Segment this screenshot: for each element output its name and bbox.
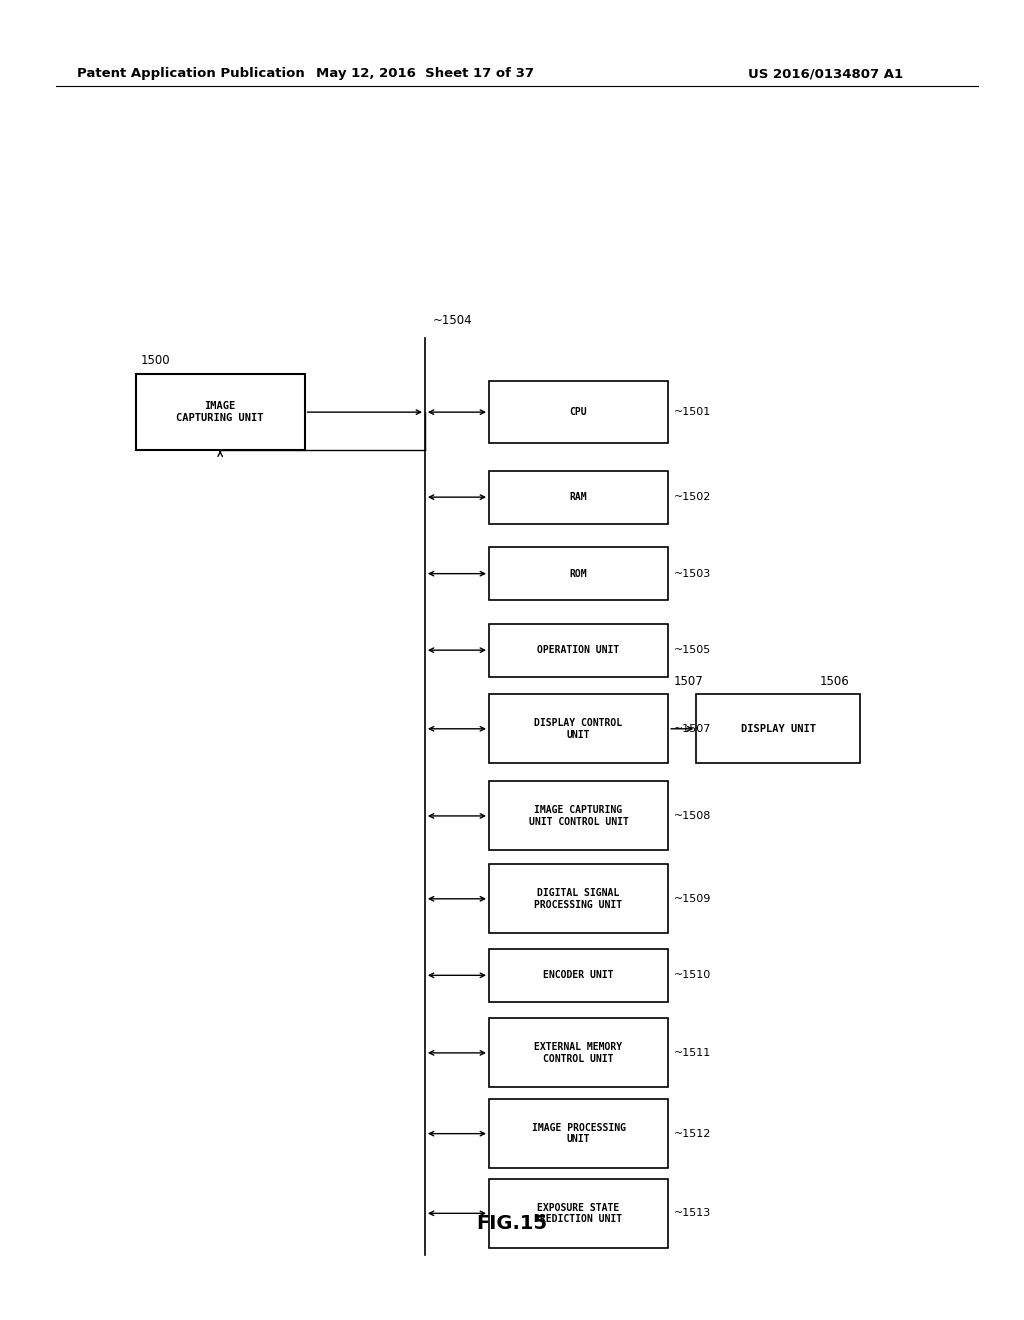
Text: OPERATION UNIT: OPERATION UNIT	[538, 645, 620, 655]
Text: DIGITAL SIGNAL
PROCESSING UNIT: DIGITAL SIGNAL PROCESSING UNIT	[535, 888, 623, 909]
Text: ~1511: ~1511	[674, 1048, 712, 1057]
Text: May 12, 2016  Sheet 17 of 37: May 12, 2016 Sheet 17 of 37	[316, 67, 534, 81]
Text: ~1507: ~1507	[674, 723, 712, 734]
Text: 1506: 1506	[820, 675, 850, 688]
Text: 1507: 1507	[674, 675, 703, 688]
Text: DISPLAY UNIT: DISPLAY UNIT	[740, 723, 816, 734]
FancyBboxPatch shape	[488, 949, 668, 1002]
Text: 1500: 1500	[141, 354, 170, 367]
Text: FIG.15: FIG.15	[476, 1214, 548, 1233]
Text: EXPOSURE STATE
PREDICTION UNIT: EXPOSURE STATE PREDICTION UNIT	[535, 1203, 623, 1224]
Text: ~1502: ~1502	[674, 492, 712, 502]
Text: IMAGE PROCESSING
UNIT: IMAGE PROCESSING UNIT	[531, 1123, 626, 1144]
Text: ~1509: ~1509	[674, 894, 712, 904]
FancyBboxPatch shape	[488, 381, 668, 444]
Text: ~1503: ~1503	[674, 569, 712, 578]
Text: CPU: CPU	[569, 407, 588, 417]
Text: ENCODER UNIT: ENCODER UNIT	[544, 970, 613, 981]
FancyBboxPatch shape	[135, 374, 305, 450]
Text: ~1510: ~1510	[674, 970, 712, 981]
FancyBboxPatch shape	[696, 694, 860, 763]
Text: RAM: RAM	[569, 492, 588, 502]
Text: ~1504: ~1504	[433, 314, 473, 327]
FancyBboxPatch shape	[488, 546, 668, 601]
FancyBboxPatch shape	[488, 1179, 668, 1247]
FancyBboxPatch shape	[488, 1018, 668, 1088]
FancyBboxPatch shape	[488, 470, 668, 524]
FancyBboxPatch shape	[488, 865, 668, 933]
Text: IMAGE CAPTURING
UNIT CONTROL UNIT: IMAGE CAPTURING UNIT CONTROL UNIT	[528, 805, 629, 826]
Text: Patent Application Publication: Patent Application Publication	[77, 67, 304, 81]
FancyBboxPatch shape	[488, 694, 668, 763]
Text: US 2016/0134807 A1: US 2016/0134807 A1	[748, 67, 902, 81]
Text: DISPLAY CONTROL
UNIT: DISPLAY CONTROL UNIT	[535, 718, 623, 739]
FancyBboxPatch shape	[488, 781, 668, 850]
Text: ROM: ROM	[569, 569, 588, 578]
Text: ~1508: ~1508	[674, 810, 712, 821]
FancyBboxPatch shape	[488, 1100, 668, 1168]
FancyBboxPatch shape	[488, 623, 668, 677]
Text: EXTERNAL MEMORY
CONTROL UNIT: EXTERNAL MEMORY CONTROL UNIT	[535, 1041, 623, 1064]
Text: ~1501: ~1501	[674, 407, 712, 417]
Text: ~1513: ~1513	[674, 1208, 712, 1218]
Text: IMAGE
CAPTURING UNIT: IMAGE CAPTURING UNIT	[176, 401, 264, 422]
Text: ~1505: ~1505	[674, 645, 712, 655]
Text: ~1512: ~1512	[674, 1129, 712, 1139]
